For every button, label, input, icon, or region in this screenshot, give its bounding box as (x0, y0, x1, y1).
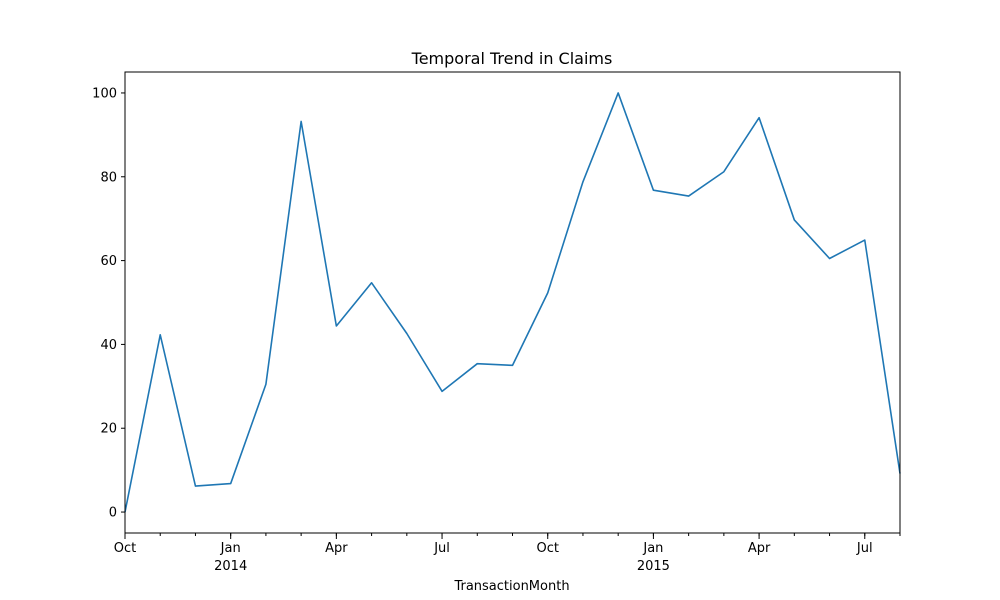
x-tick-year-label: 2014 (214, 559, 247, 574)
y-tick-label: 100 (92, 86, 117, 101)
x-tick-label: Apr (748, 541, 771, 556)
x-tick-label: Jul (856, 541, 873, 556)
y-tick-label: 0 (109, 506, 117, 521)
series-line (124, 92, 901, 513)
x-tick-label: Jan (642, 541, 663, 556)
plot-frame (124, 71, 901, 534)
x-tick-label: Jul (433, 541, 450, 556)
x-tick-label: Oct (114, 541, 136, 556)
plot-area: 0 20 40 60 80 100 Oct Jan 2014 Apr Jul Oct Jan 2015 Ap… (92, 71, 901, 574)
x-tick-label: Apr (325, 541, 348, 556)
x-tick-year-label: 2015 (637, 559, 670, 574)
y-tick-label: 40 (100, 338, 117, 353)
y-tick-label: 80 (100, 170, 117, 185)
y-tick-label: 20 (100, 422, 117, 437)
chart-title: Temporal Trend in Claims (411, 49, 613, 68)
x-tick-label: Oct (536, 541, 558, 556)
x-tick-label: Jan (220, 541, 241, 556)
x-axis-label: TransactionMonth (453, 579, 569, 594)
y-tick-label: 60 (100, 254, 117, 269)
